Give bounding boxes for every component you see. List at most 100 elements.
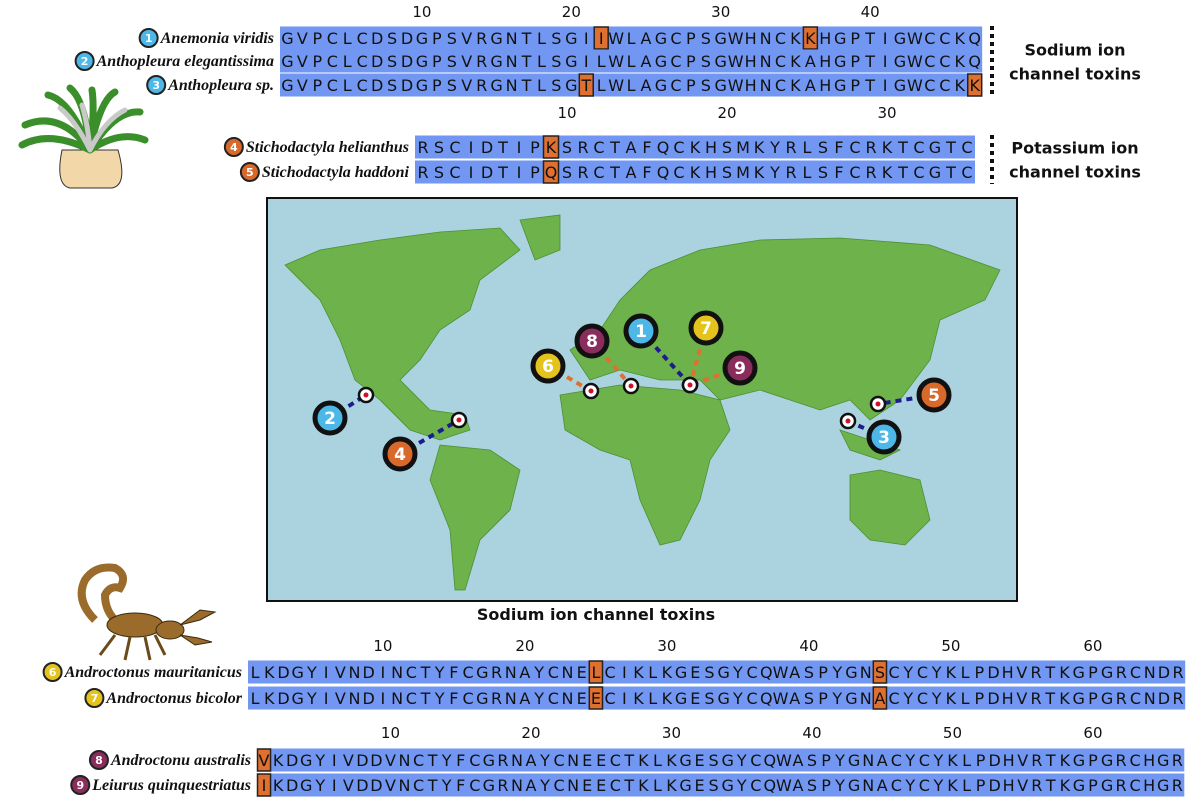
residue: Y [434,689,445,708]
residue: L [627,29,636,48]
residue: V [461,29,472,48]
residue: G [565,52,577,71]
residue: P [313,52,323,71]
residue: L [627,52,636,71]
residue: R [417,163,428,182]
world-map [266,197,1018,602]
collection-site-dot [845,418,851,424]
residue: P [1088,663,1098,682]
residue: Q [764,776,777,795]
residue: I [324,663,329,682]
residue: K [947,776,958,795]
species-badge [70,775,91,795]
group-label: Potassium ion [1011,139,1138,158]
residue: S [875,663,885,682]
residue: T [497,163,508,182]
ruler-number: 20 [562,3,581,21]
residue: V [1017,751,1028,770]
map-marker [623,313,659,349]
residue: C [553,776,564,795]
residue: G [476,663,488,682]
residue: I [381,689,386,708]
residue: N [391,663,403,682]
ruler-number: 40 [861,3,880,21]
residue: P [1088,689,1098,708]
residue: Q [657,163,670,182]
residue: K [273,751,284,770]
residue: D [987,663,999,682]
residue: G [1101,663,1113,682]
residue: C [1130,751,1141,770]
residue: T [864,76,875,95]
highlight-box [966,73,983,97]
residue: I [622,663,627,682]
residue: F [642,138,651,157]
residue: W [776,776,792,795]
residue: Y [533,663,544,682]
residue: V [259,751,270,770]
residue: T [609,138,620,157]
collection-site-dot [687,382,693,388]
residue: Q [760,663,773,682]
residue: P [850,76,860,95]
residue: G [717,689,729,708]
ruler-number: 20 [521,724,540,742]
residue: D [363,689,375,708]
residue: I [584,52,589,71]
residue: A [641,52,652,71]
residue: Y [314,776,325,795]
residue: R [417,138,428,157]
residue: V [1016,689,1027,708]
residue: K [546,138,557,157]
residue: C [919,776,930,795]
map-marker [530,348,566,384]
residue: S [709,776,719,795]
residue: P [976,776,986,795]
residue: Y [434,663,445,682]
residue: S [709,751,719,770]
residue: G [483,751,495,770]
residue: A [789,689,800,708]
sequence-background [248,686,1186,710]
residue: K [666,751,677,770]
residue: V [297,52,308,71]
badge-number: 2 [81,55,89,68]
residue: G [894,76,906,95]
residue: Q [657,138,670,157]
residue: P [818,689,828,708]
residue: T [945,138,956,157]
residue: G [291,663,303,682]
residue: Y [306,689,317,708]
residue: D [277,689,289,708]
residue: S [562,163,572,182]
residue: G [1073,776,1085,795]
residue: K [955,76,966,95]
ruler-number: 30 [657,637,676,655]
residue: K [946,663,957,682]
residue: N [511,751,523,770]
residue: C [750,751,761,770]
residue: C [849,163,860,182]
residue: G [281,29,293,48]
residue: Y [933,776,944,795]
residue: G [416,29,428,48]
residue: V [343,751,354,770]
residue: C [939,76,950,95]
residue: A [626,163,637,182]
map-marker-number: 3 [878,428,890,448]
residue: D [1158,663,1170,682]
residue: D [401,29,413,48]
residue: A [789,663,800,682]
residue: K [790,29,801,48]
badge-number: 8 [95,754,103,767]
residue: F [642,163,651,182]
residue: C [357,52,368,71]
residue: C [605,689,616,708]
scorpion-drawing [77,563,217,661]
residue: C [889,689,900,708]
residue: S [387,29,397,48]
sequence-background [280,49,983,73]
highlight-box [593,26,609,50]
residue: C [413,776,424,795]
residue: Q [545,163,558,182]
